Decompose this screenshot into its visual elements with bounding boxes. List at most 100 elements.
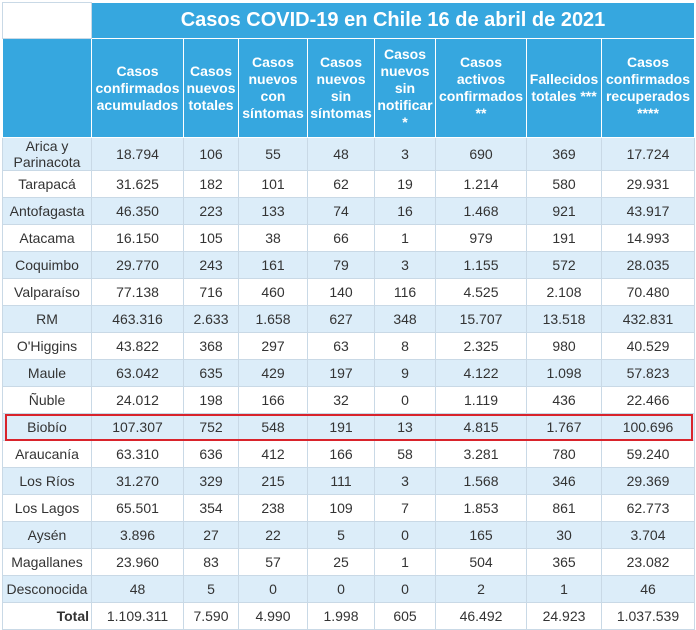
value-cell: 31.270 [91,467,184,495]
data-row: Tarapacá 31.625 182 101 62 19 1.214 580 29.931 [2,170,695,198]
value-cell: 23.960 [91,548,184,576]
region-cell: Valparaíso [2,278,92,306]
value-cell: 197 [307,359,375,387]
value-cell: 66 [307,224,375,252]
region-cell: O'Higgins [2,332,92,360]
region-cell: Maule [2,359,92,387]
value-cell: 223 [183,197,239,225]
value-cell: 107.307 [91,413,184,441]
value-cell: 133 [238,197,308,225]
value-cell: 116 [374,278,436,306]
total-cell: 1.037.539 [601,602,695,630]
value-cell: 28.035 [601,251,695,279]
column-header: Casos nuevos sin síntomas [307,38,375,138]
value-cell: 238 [238,494,308,522]
value-cell: 111 [307,467,375,495]
value-cell: 24.012 [91,386,184,414]
value-cell: 2 [435,575,527,603]
value-cell: 23.082 [601,548,695,576]
column-header: Casos confirmados acumulados [91,38,184,138]
value-cell: 25 [307,548,375,576]
value-cell: 0 [374,521,436,549]
value-cell: 1 [526,575,602,603]
value-cell: 412 [238,440,308,468]
value-cell: 3 [374,467,436,495]
value-cell: 369 [526,137,602,171]
value-cell: 3.704 [601,521,695,549]
value-cell: 4.122 [435,359,527,387]
value-cell: 2.633 [183,305,239,333]
region-cell: Magallanes [2,548,92,576]
value-cell: 48 [307,137,375,171]
value-cell: 57 [238,548,308,576]
value-cell: 365 [526,548,602,576]
region-cell: Los Ríos [2,467,92,495]
table-title: Casos COVID-19 en Chile 16 de abril de 2… [91,2,695,39]
value-cell: 191 [307,413,375,441]
value-cell: 165 [435,521,527,549]
value-cell: 861 [526,494,602,522]
value-cell: 43.822 [91,332,184,360]
value-cell: 30 [526,521,602,549]
value-cell: 166 [238,386,308,414]
value-cell: 109 [307,494,375,522]
value-cell: 182 [183,170,239,198]
value-cell: 22 [238,521,308,549]
value-cell: 429 [238,359,308,387]
value-cell: 3 [374,137,436,171]
value-cell: 780 [526,440,602,468]
value-cell: 74 [307,197,375,225]
value-cell: 4.815 [435,413,527,441]
value-cell: 63.042 [91,359,184,387]
value-cell: 5 [183,575,239,603]
data-row: Desconocida 48 5 0 0 0 2 1 46 [2,575,695,603]
value-cell: 354 [183,494,239,522]
region-cell: RM [2,305,92,333]
data-row: O'Higgins 43.822 368 297 63 8 2.325 980 40.529 [2,332,695,360]
value-cell: 38 [238,224,308,252]
value-cell: 329 [183,467,239,495]
value-cell: 1.214 [435,170,527,198]
value-cell: 752 [183,413,239,441]
value-cell: 979 [435,224,527,252]
value-cell: 548 [238,413,308,441]
column-header: Fallecidos totales *** [526,38,602,138]
data-row: Biobío 107.307 752 548 191 13 4.815 1.767 100.69… [2,413,695,441]
header-row: Casos confirmados acumulados Casos nuevos… [2,38,695,138]
value-cell: 77.138 [91,278,184,306]
value-cell: 348 [374,305,436,333]
value-cell: 3.281 [435,440,527,468]
value-cell: 46 [601,575,695,603]
total-cell: 46.492 [435,602,527,630]
value-cell: 70.480 [601,278,695,306]
value-cell: 1.098 [526,359,602,387]
column-header: Casos nuevos con síntomas [238,38,308,138]
data-row: Coquimbo 29.770 243 161 79 3 1.155 572 28.035 [2,251,695,279]
region-cell: Aysén [2,521,92,549]
value-cell: 166 [307,440,375,468]
value-cell: 0 [374,386,436,414]
value-cell: 690 [435,137,527,171]
total-cell: 24.923 [526,602,602,630]
value-cell: 1 [374,548,436,576]
value-cell: 43.917 [601,197,695,225]
region-cell: Araucanía [2,440,92,468]
value-cell: 18.794 [91,137,184,171]
value-cell: 2.325 [435,332,527,360]
value-cell: 14.993 [601,224,695,252]
value-cell: 55 [238,137,308,171]
region-cell: Desconocida [2,575,92,603]
value-cell: 1.853 [435,494,527,522]
value-cell: 460 [238,278,308,306]
value-cell: 9 [374,359,436,387]
value-cell: 627 [307,305,375,333]
value-cell: 432.831 [601,305,695,333]
value-cell: 48 [91,575,184,603]
value-cell: 140 [307,278,375,306]
value-cell: 83 [183,548,239,576]
value-cell: 63.310 [91,440,184,468]
data-row: Arica y Parinacota 18.794 106 55 48 3 690 369 17… [2,137,695,171]
total-label: Total [2,602,92,630]
